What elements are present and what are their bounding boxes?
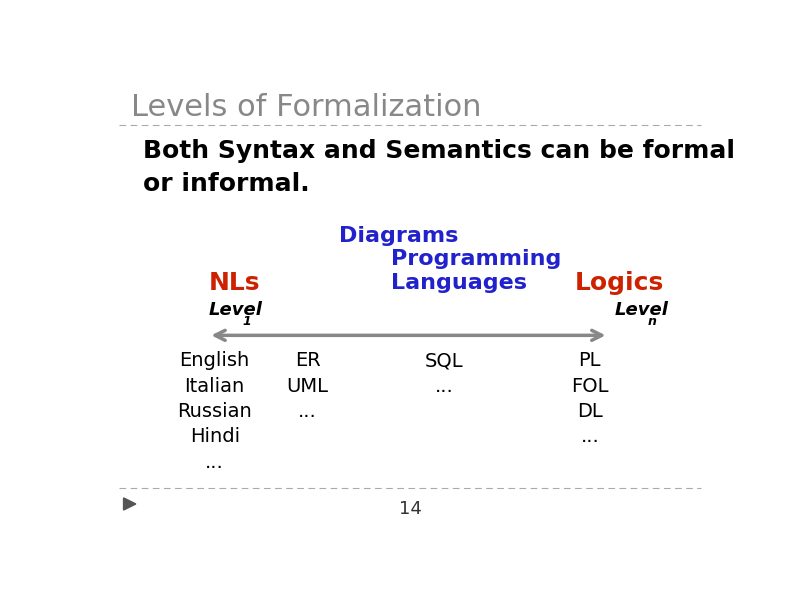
Text: ...: ...	[206, 453, 224, 472]
Text: ...: ...	[581, 427, 599, 446]
Text: Italian: Italian	[185, 377, 245, 395]
Text: n: n	[648, 315, 657, 328]
Text: ...: ...	[298, 402, 317, 421]
Text: ...: ...	[434, 377, 454, 395]
Text: 14: 14	[398, 500, 422, 518]
Text: English: English	[179, 351, 250, 370]
Text: Languages: Languages	[391, 273, 527, 293]
Text: SQL: SQL	[425, 351, 463, 370]
Text: 1: 1	[242, 315, 250, 328]
Text: Programming: Programming	[391, 249, 562, 269]
Text: FOL: FOL	[571, 377, 609, 395]
Text: Level: Level	[209, 301, 262, 319]
Text: Level: Level	[614, 301, 669, 319]
Text: DL: DL	[577, 402, 602, 421]
Text: Both Syntax and Semantics can be formal
or informal.: Both Syntax and Semantics can be formal …	[143, 139, 735, 196]
Text: Logics: Logics	[574, 271, 663, 295]
Text: Levels of Formalization: Levels of Formalization	[131, 93, 482, 122]
Polygon shape	[123, 498, 136, 510]
Text: PL: PL	[578, 351, 601, 370]
Text: Hindi: Hindi	[190, 427, 240, 446]
Text: Russian: Russian	[178, 402, 252, 421]
Text: NLs: NLs	[209, 271, 260, 295]
Text: Diagrams: Diagrams	[338, 226, 458, 246]
Text: ER: ER	[295, 351, 321, 370]
Text: UML: UML	[286, 377, 329, 395]
